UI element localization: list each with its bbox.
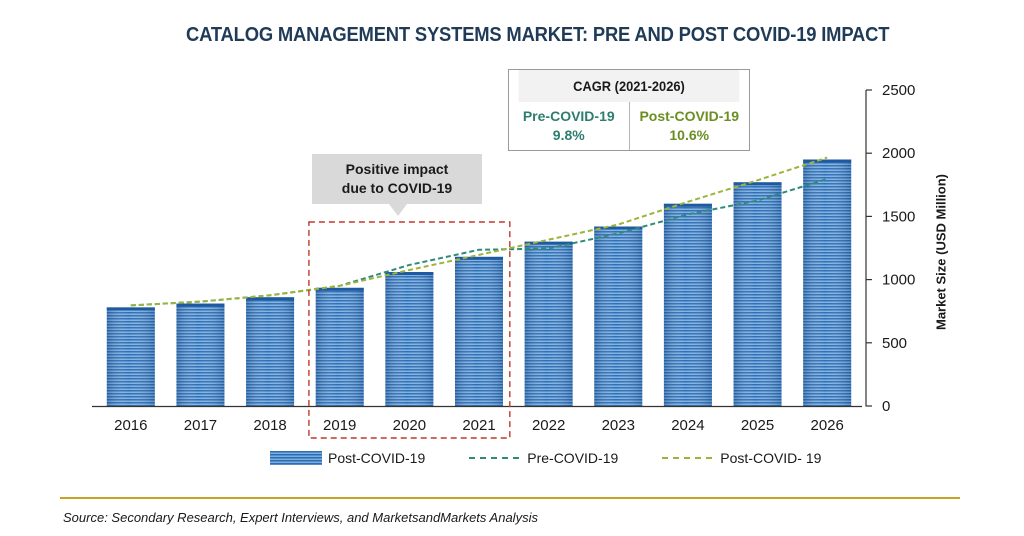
legend-label-post: Post-COVID- 19: [720, 450, 822, 466]
cagr-box: CAGR (2021-2026) Pre-COVID-19 9.8% Post-…: [508, 69, 750, 151]
legend-bar-swatch: [270, 451, 322, 465]
bar-cap-2025: [733, 182, 782, 186]
bar-cap-2026: [803, 159, 852, 163]
x-tick-2022: 2022: [532, 417, 565, 434]
x-tick-2017: 2017: [184, 417, 217, 434]
bar-cap-2017: [176, 303, 225, 307]
legend: Post-COVID-19 Pre-COVID-19 Post-COVID- 1…: [270, 450, 865, 466]
y-tick-1500: 1500: [882, 208, 915, 225]
cagr-pre-label: Pre-COVID-19: [522, 108, 615, 124]
callout-arrow: [389, 204, 407, 216]
source-note: Source: Secondary Research, Expert Inter…: [63, 510, 538, 525]
bar-cap-2021: [455, 256, 503, 260]
bar-shade-2025: [733, 182, 782, 406]
bar-shade-2023: [594, 226, 643, 406]
y-tick-0: 0: [882, 398, 890, 415]
bar-shade-2017: [176, 303, 225, 406]
bar-cap-2018: [246, 297, 295, 301]
x-tick-2025: 2025: [741, 417, 774, 434]
cagr-pre-value: 9.8%: [552, 127, 585, 143]
x-tick-2023: 2023: [602, 417, 635, 434]
y-axis: 0 500 1000 1500 2000 2500: [865, 82, 915, 415]
bar-shade-2021: [455, 256, 503, 406]
chart-title: CATALOG MANAGEMENT SYSTEMS MARKET: PRE A…: [186, 24, 890, 46]
bar-cap-2016: [106, 307, 155, 311]
x-tick-2016: 2016: [114, 417, 147, 434]
cagr-post-value: 10.6%: [669, 127, 710, 143]
bar-shade-2019: [315, 287, 364, 406]
legend-pre-swatch: [469, 457, 520, 459]
bar-cap-2019: [315, 287, 364, 291]
x-tick-2021: 2021: [462, 417, 495, 434]
footer-divider: [60, 497, 960, 499]
bar-shade-2018: [246, 297, 295, 406]
bar-shade-2024: [663, 203, 712, 406]
legend-item-pre-covid: Pre-COVID-19: [469, 450, 618, 466]
callout-line-1: Positive impact: [345, 161, 449, 177]
legend-label-bar: Post-COVID-19: [328, 450, 426, 466]
bar-cap-2020: [385, 272, 434, 276]
y-tick-1000: 1000: [882, 272, 915, 289]
legend-label-pre: Pre-COVID-19: [527, 450, 619, 466]
cagr-pre-covid: Pre-COVID-19 9.8%: [509, 102, 630, 150]
legend-item-post-covid-bar: Post-COVID-19: [270, 450, 425, 466]
line-series: [130, 156, 828, 307]
cagr-post-label: Post-COVID-19: [639, 108, 740, 124]
bar-cap-2022: [524, 241, 573, 245]
x-tick-2026: 2026: [810, 417, 843, 434]
y-tick-2000: 2000: [882, 145, 915, 162]
x-tick-2024: 2024: [671, 417, 704, 434]
cagr-title: CAGR (2021-2026): [518, 70, 740, 102]
bar-cap-2023: [594, 226, 643, 230]
x-tick-2020: 2020: [393, 417, 426, 434]
y-tick-2500: 2500: [882, 82, 915, 99]
callout-line-2: due to COVID-19: [341, 180, 453, 196]
bar-shade-2026: [803, 159, 852, 406]
bar-shade-2016: [106, 307, 155, 406]
x-axis: 2016 2017 2018 2019 2020 2021 2022 2023 2024 2025…: [92, 405, 862, 434]
legend-post-swatch: [662, 457, 713, 459]
x-tick-2019: 2019: [323, 417, 356, 434]
x-tick-2018: 2018: [253, 417, 286, 434]
positive-impact-callout: Positive impact due to COVID-19: [312, 154, 482, 204]
y-axis-label: Market Size (USD Million): [933, 173, 949, 331]
cagr-post-covid: Post-COVID-19 10.6%: [630, 102, 750, 150]
bar-shade-2022: [524, 241, 573, 406]
covid-impact-highlight-box: [308, 221, 511, 439]
bar-series: [106, 159, 852, 406]
post-covid-line: [130, 156, 828, 307]
bar-cap-2024: [663, 203, 712, 207]
bar-shade-2020: [385, 272, 434, 406]
legend-item-post-covid-line: Post-COVID- 19: [662, 450, 821, 466]
y-tick-500: 500: [882, 335, 907, 352]
